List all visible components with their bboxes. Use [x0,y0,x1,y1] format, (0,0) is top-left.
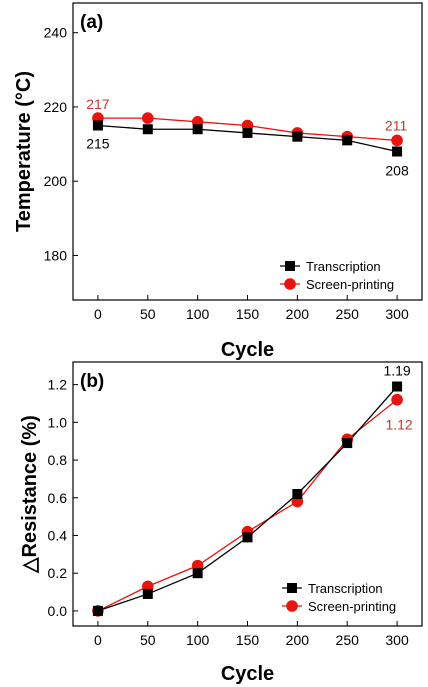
data-point-square [192,568,203,579]
x-tick-label: 100 [186,632,210,648]
x-axis-title: Cycle [221,339,274,361]
data-annotation: 1.19 [383,363,410,379]
x-tick-label: 0 [94,306,102,322]
x-tick-label: 150 [236,306,260,322]
x-tick-label: 50 [140,306,156,322]
y-tick-label: 180 [44,247,68,263]
data-point-square [242,127,253,138]
y-tick-label: 0.6 [48,490,68,506]
x-tick-label: 300 [385,306,409,322]
data-annotation: 215 [86,136,110,152]
x-tick-label: 300 [385,632,409,648]
y-tick-label: 240 [44,25,68,41]
legend-marker-square [285,261,295,271]
data-point-square [342,135,353,146]
data-point-circle [141,112,154,124]
legend-marker-circle [286,600,298,612]
data-point-square [392,146,403,157]
y-tick-label: 0.0 [48,603,68,619]
series-line-screen-printing [97,399,398,612]
panel-label: (b) [80,371,104,392]
y-axis-title: △Resistance (%) [19,415,41,574]
x-tick-label: 250 [336,306,360,322]
legend-label: Screen-printing [308,599,396,614]
y-tick-label: 220 [44,99,68,115]
y-tick-label: 0.4 [48,527,68,543]
series-line-transcription [97,386,398,612]
chart-panel-b: 0 50 100 150 200 250 300 0.0 0.2 0.4 0.6 0.8 1.0 1.2 C… [19,361,423,685]
data-annotation: 208 [385,163,409,179]
data-point-square [342,438,353,449]
data-point-square [392,381,403,392]
data-point-square [142,588,153,599]
y-tick-label: 0.8 [48,452,68,468]
data-point-square [192,124,203,135]
data-annotation: 217 [86,96,110,112]
x-tick-label: 100 [186,306,210,322]
x-tick-label: 50 [140,632,156,648]
legend-marker-square [287,583,297,593]
y-axis-title: Temperature (°C) [13,71,35,232]
x-tick-label: 0 [94,632,102,648]
y-tick-label: 1.2 [48,377,68,393]
legend-label: Screen-printing [306,277,394,292]
y-tick-label: 0.2 [48,565,68,581]
data-point-circle [391,393,403,406]
data-point-square [292,489,303,499]
plot-frame [72,2,423,301]
data-point-square [92,120,103,131]
x-axis-title: Cycle [221,663,274,685]
legend-marker-circle [284,278,296,290]
x-tick-label: 200 [286,306,310,322]
data-annotation: 1.12 [385,417,412,433]
y-tick-label: 200 [44,173,68,189]
y-tick-label: 1.0 [48,414,68,430]
data-point-square [92,605,103,616]
panel-label: (a) [80,12,103,33]
legend-label: Transcription [306,259,381,274]
data-point-square [242,532,253,543]
x-tick-label: 250 [336,632,360,648]
x-tick-label: 150 [236,632,260,648]
data-point-square [292,131,303,142]
data-annotation: 211 [385,117,408,133]
legend-label: Transcription [308,581,383,596]
data-point-square [142,124,153,135]
x-tick-label: 200 [286,632,310,648]
data-point-circle [391,134,403,147]
chart-panel-a: 0 50 100 150 200 250 300 180 200 220 240 Cycle Tempe… [13,2,423,361]
